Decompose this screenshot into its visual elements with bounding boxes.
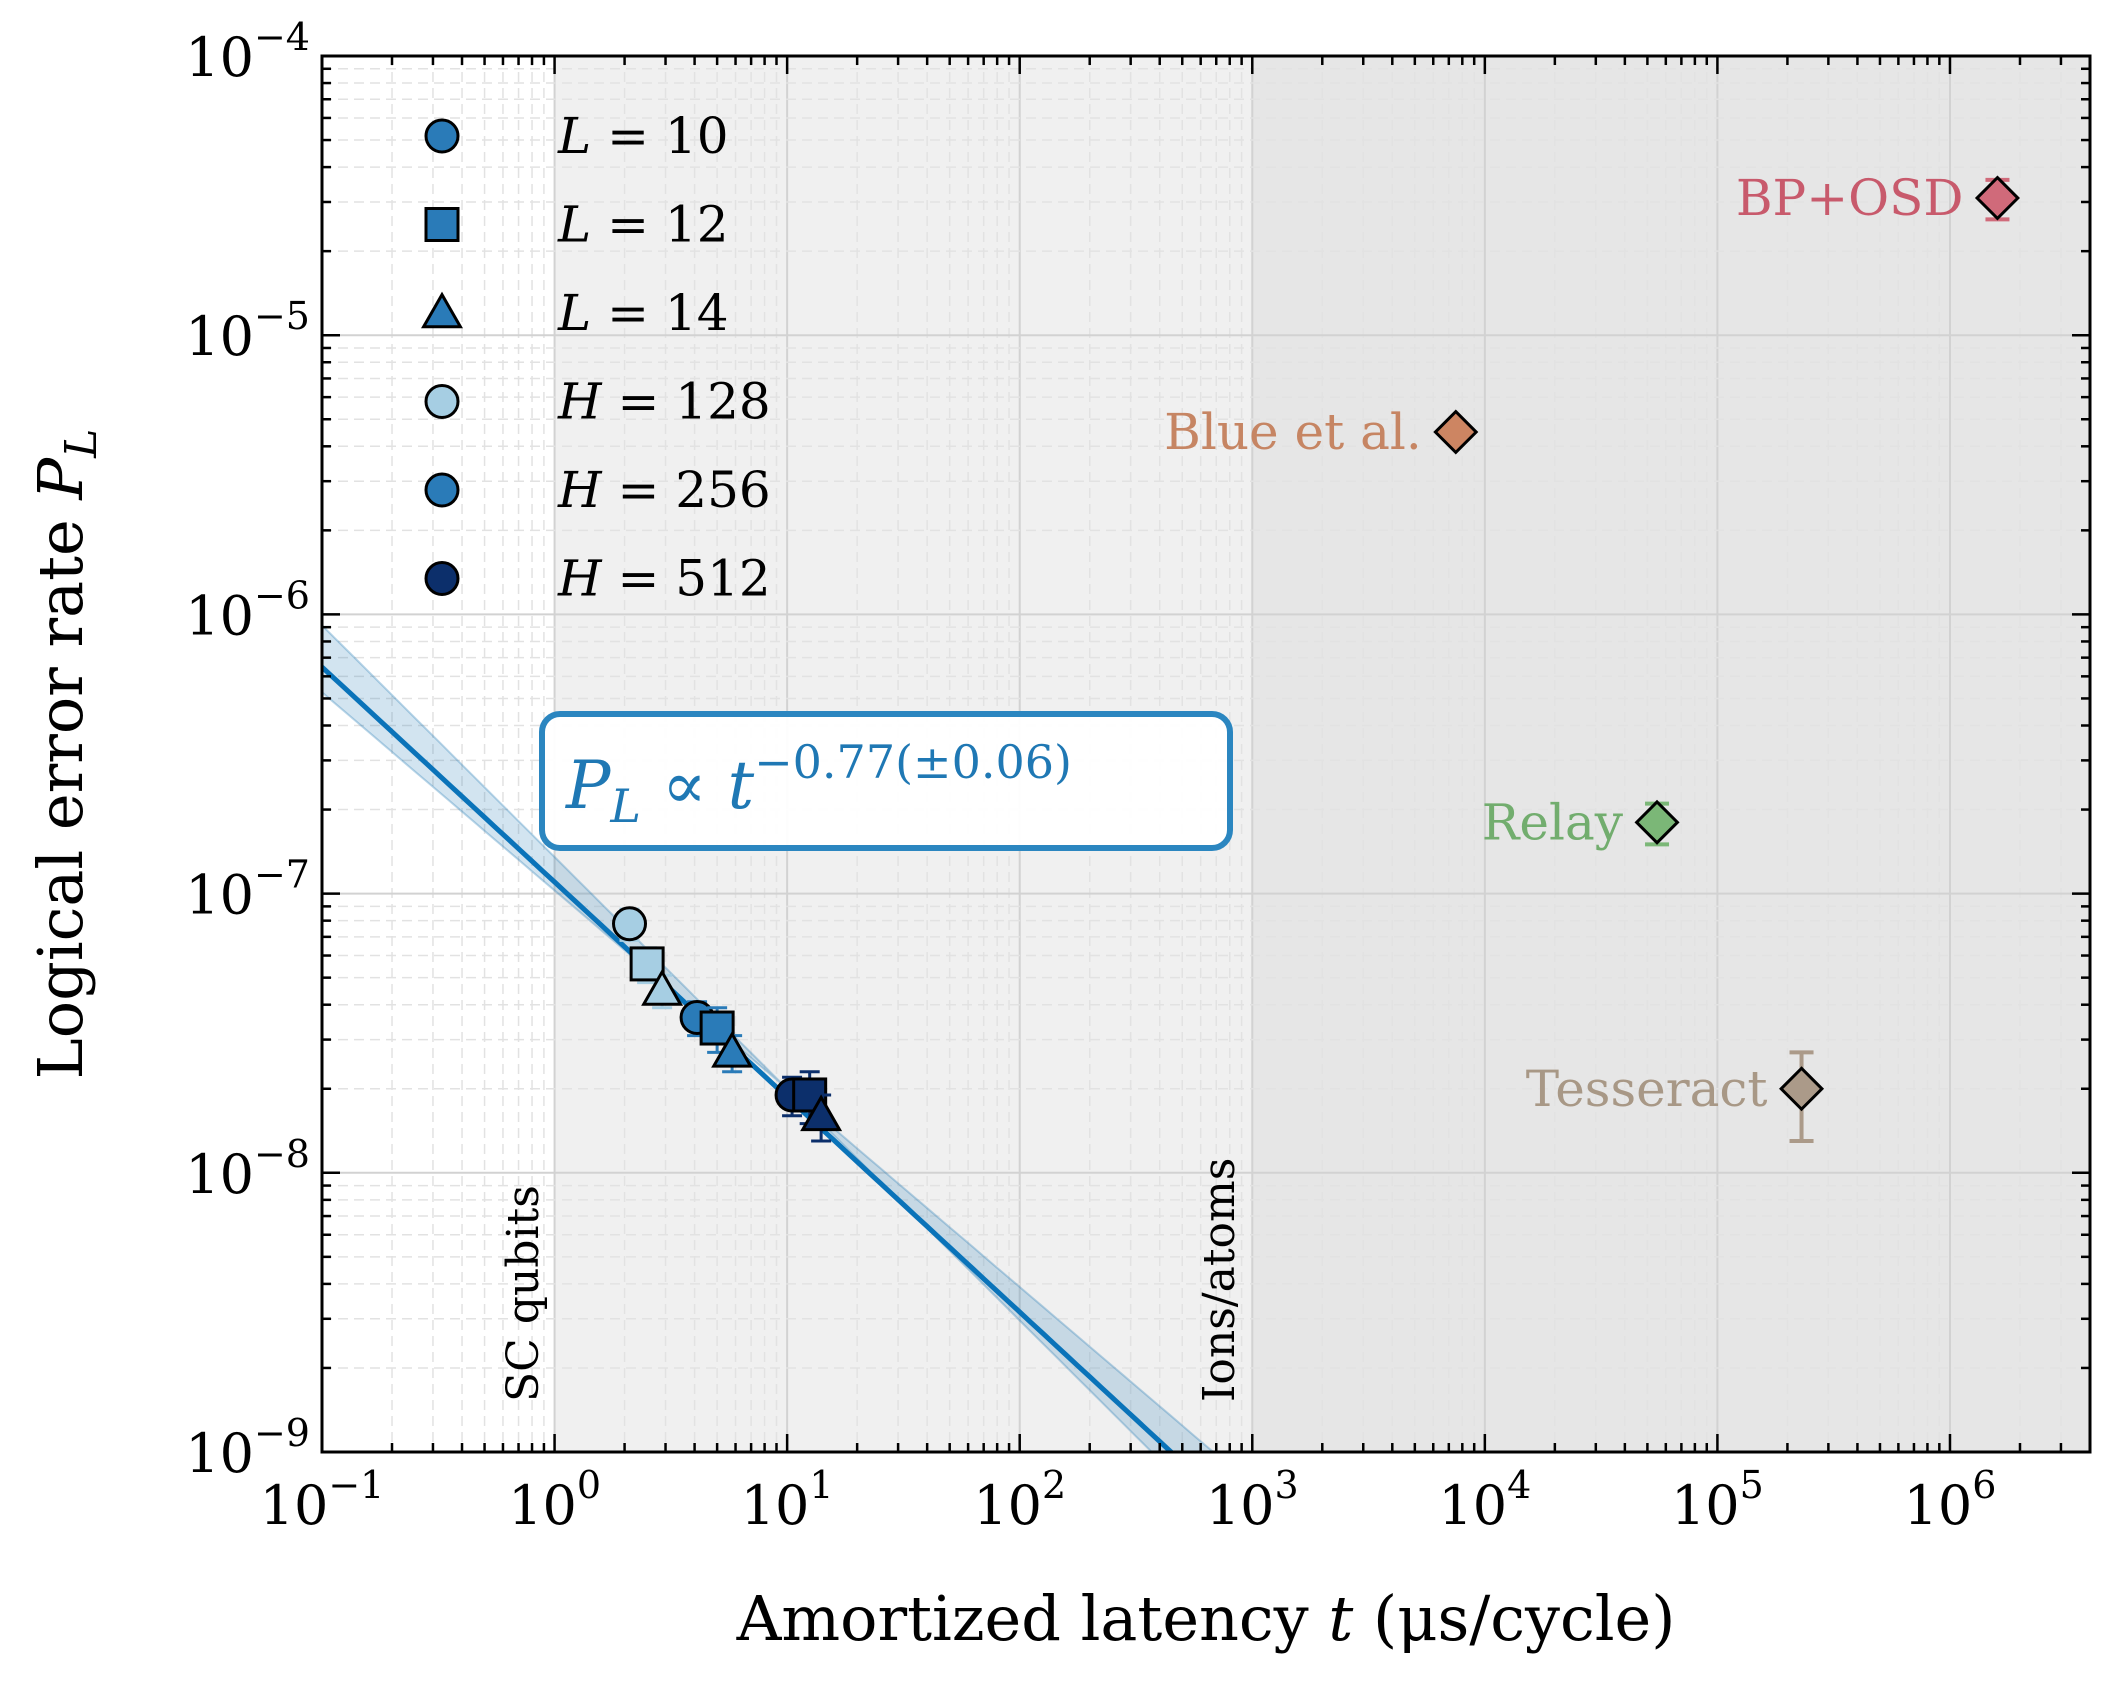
fit-annotation: PL ∝ t−0.77(±0.06) — [539, 711, 1233, 851]
legend-marker — [421, 291, 463, 329]
reference-marker — [1433, 409, 1479, 455]
data-point-8 — [800, 1093, 843, 1143]
legend-entry-3: H = 128 — [424, 373, 771, 431]
legend-entry-0: L = 10 — [424, 107, 729, 165]
reference-point-0: BP+OSD — [1736, 169, 2020, 227]
data-point-0 — [612, 906, 648, 942]
reference-marker — [1634, 799, 1680, 845]
legend-marker — [424, 472, 460, 508]
marker-triangle — [800, 1094, 843, 1132]
x-tick-label: 101 — [741, 1463, 834, 1537]
x-tick-label: 100 — [508, 1463, 601, 1537]
marker-triangle — [711, 1030, 754, 1068]
reference-marker — [1779, 1066, 1825, 1112]
x-tick-label: 10−1 — [260, 1463, 385, 1537]
x-tick-labels: 10−1 100 101 102 103 104 105 106 — [260, 1463, 1997, 1537]
legend-entry-5: H = 512 — [424, 550, 771, 608]
legend: L = 10 L = 12 L = 14 H = 128 H = 256 H = 512 — [421, 107, 771, 608]
reference-label: Tesseract — [1526, 1060, 1768, 1118]
y-tick-label: 10−7 — [185, 853, 310, 927]
legend-entry-2: L = 14 — [421, 284, 729, 342]
x-tick-label: 102 — [973, 1463, 1066, 1537]
region-label-sc-qubits: SC qubits — [498, 1185, 549, 1402]
reference-point-1: Blue et al. — [1164, 403, 1479, 461]
reference-decoders: BP+OSD Blue et al. Relay Tesseract — [1164, 169, 2020, 1143]
y-axis-title: Logical error rate PL — [24, 429, 107, 1080]
fit-annotation-text: PL ∝ t−0.77(±0.06) — [565, 735, 1072, 833]
legend-label: H = 128 — [557, 373, 771, 431]
fit-annotation-box — [539, 711, 1233, 851]
marker-triangle — [641, 968, 684, 1006]
legend-marker — [424, 118, 460, 154]
x-tick-label: 104 — [1438, 1463, 1531, 1537]
data-points — [612, 906, 843, 1143]
legend-label: H = 256 — [557, 461, 771, 519]
reference-label: Relay — [1482, 793, 1624, 851]
y-tick-label: 10−9 — [185, 1411, 310, 1485]
x-tick-label: 103 — [1206, 1463, 1299, 1537]
y-tick-label: 10−4 — [185, 15, 310, 89]
legend-entry-1: L = 12 — [424, 196, 729, 254]
legend-marker — [424, 207, 460, 242]
y-tick-label: 10−8 — [185, 1132, 310, 1206]
plot-frame — [320, 54, 2092, 1454]
region-shade-1 — [1252, 56, 2090, 1452]
legend-entry-4: H = 256 — [424, 461, 771, 519]
x-tick-label: 106 — [1904, 1463, 1997, 1537]
x-tick-label: 105 — [1671, 1463, 1764, 1537]
y-tick-label: 10−5 — [185, 294, 310, 368]
reference-point-2: Relay — [1482, 793, 1680, 851]
y-tick-labels: 10−9 10−8 10−7 10−6 10−5 10−4 — [185, 15, 310, 1485]
data-point-1 — [629, 946, 665, 985]
legend-label: L = 10 — [557, 107, 729, 165]
legend-marker — [424, 561, 460, 596]
marker-square — [629, 946, 665, 982]
reference-label: BP+OSD — [1736, 169, 1964, 227]
data-point-2 — [641, 968, 684, 1010]
reference-marker — [1974, 175, 2020, 221]
legend-marker — [424, 384, 460, 419]
marker-circle — [612, 906, 648, 942]
y-tick-label: 10−6 — [185, 573, 310, 647]
legend-label: L = 12 — [557, 196, 729, 254]
region-label-ions-atoms: Ions/atoms — [1194, 1158, 1245, 1402]
legend-label: H = 512 — [557, 550, 771, 608]
reference-point-3: Tesseract — [1526, 1050, 1825, 1143]
data-point-5 — [711, 1030, 754, 1074]
x-axis-title: Amortized latency t (μs/cycle) — [736, 1582, 1676, 1655]
legend-label: L = 14 — [557, 284, 729, 342]
reference-label: Blue et al. — [1164, 403, 1422, 461]
